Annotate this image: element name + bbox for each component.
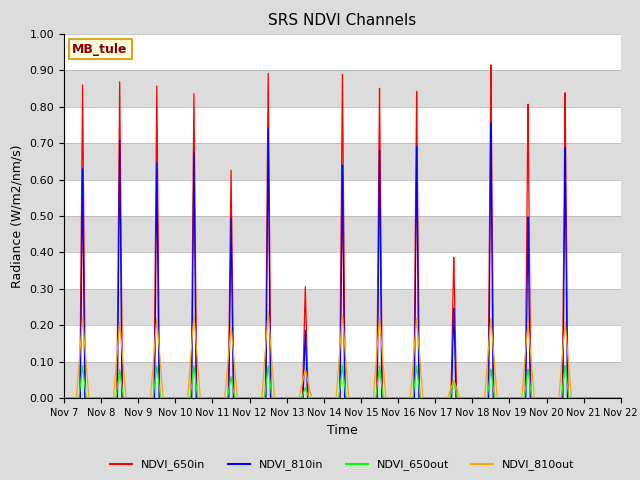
NDVI_650out	[499, 396, 506, 401]
NDVI_810out	[179, 396, 187, 401]
NDVI_810in	[617, 396, 625, 401]
NDVI_650out	[617, 396, 625, 401]
Line: NDVI_650in: NDVI_650in	[64, 65, 621, 398]
Bar	[64, 362, 621, 398]
NDVI_650in	[419, 396, 427, 401]
NDVI_810in	[487, 120, 495, 126]
Legend: NDVI_650in, NDVI_810in, NDVI_650out, NDVI_810out: NDVI_650in, NDVI_810in, NDVI_650out, NDV…	[106, 455, 579, 475]
NDVI_650in	[487, 62, 495, 68]
Bar	[64, 34, 621, 70]
Line: NDVI_650out: NDVI_650out	[64, 366, 621, 398]
Bar	[64, 216, 621, 252]
NDVI_810out	[617, 396, 625, 401]
Title: SRS NDVI Channels: SRS NDVI Channels	[268, 13, 417, 28]
Bar	[64, 180, 621, 216]
NDVI_810out	[173, 396, 181, 401]
NDVI_650in	[617, 396, 625, 401]
NDVI_650in	[269, 396, 276, 401]
Bar	[64, 325, 621, 362]
NDVI_650out	[60, 396, 68, 401]
Line: NDVI_810out: NDVI_810out	[64, 311, 621, 398]
NDVI_650out	[419, 396, 427, 401]
NDVI_810in	[499, 396, 506, 401]
NDVI_810out	[499, 396, 506, 401]
NDVI_810in	[60, 396, 68, 401]
NDVI_650in	[173, 396, 181, 401]
X-axis label: Time: Time	[327, 424, 358, 437]
Line: NDVI_810in: NDVI_810in	[64, 123, 621, 398]
NDVI_650out	[269, 396, 276, 401]
Bar	[64, 143, 621, 180]
Text: MB_tule: MB_tule	[72, 43, 128, 56]
Bar	[64, 107, 621, 143]
NDVI_650out	[179, 396, 187, 401]
NDVI_810in	[269, 396, 276, 401]
Bar	[64, 70, 621, 107]
NDVI_810in	[615, 396, 623, 401]
Bar	[64, 252, 621, 289]
Bar	[64, 289, 621, 325]
NDVI_810out	[269, 368, 276, 374]
NDVI_650in	[179, 396, 187, 401]
NDVI_650out	[79, 363, 86, 369]
NDVI_810in	[173, 396, 181, 401]
NDVI_810out	[60, 396, 68, 401]
NDVI_650out	[615, 396, 623, 401]
NDVI_650in	[499, 396, 506, 401]
NDVI_650out	[173, 396, 181, 401]
NDVI_810in	[179, 396, 187, 401]
NDVI_810out	[419, 396, 427, 401]
NDVI_650in	[60, 396, 68, 401]
NDVI_810in	[419, 396, 427, 401]
NDVI_810out	[264, 308, 272, 314]
NDVI_810out	[615, 396, 623, 401]
Y-axis label: Radiance (W/m2/nm/s): Radiance (W/m2/nm/s)	[11, 144, 24, 288]
NDVI_650in	[615, 396, 623, 401]
